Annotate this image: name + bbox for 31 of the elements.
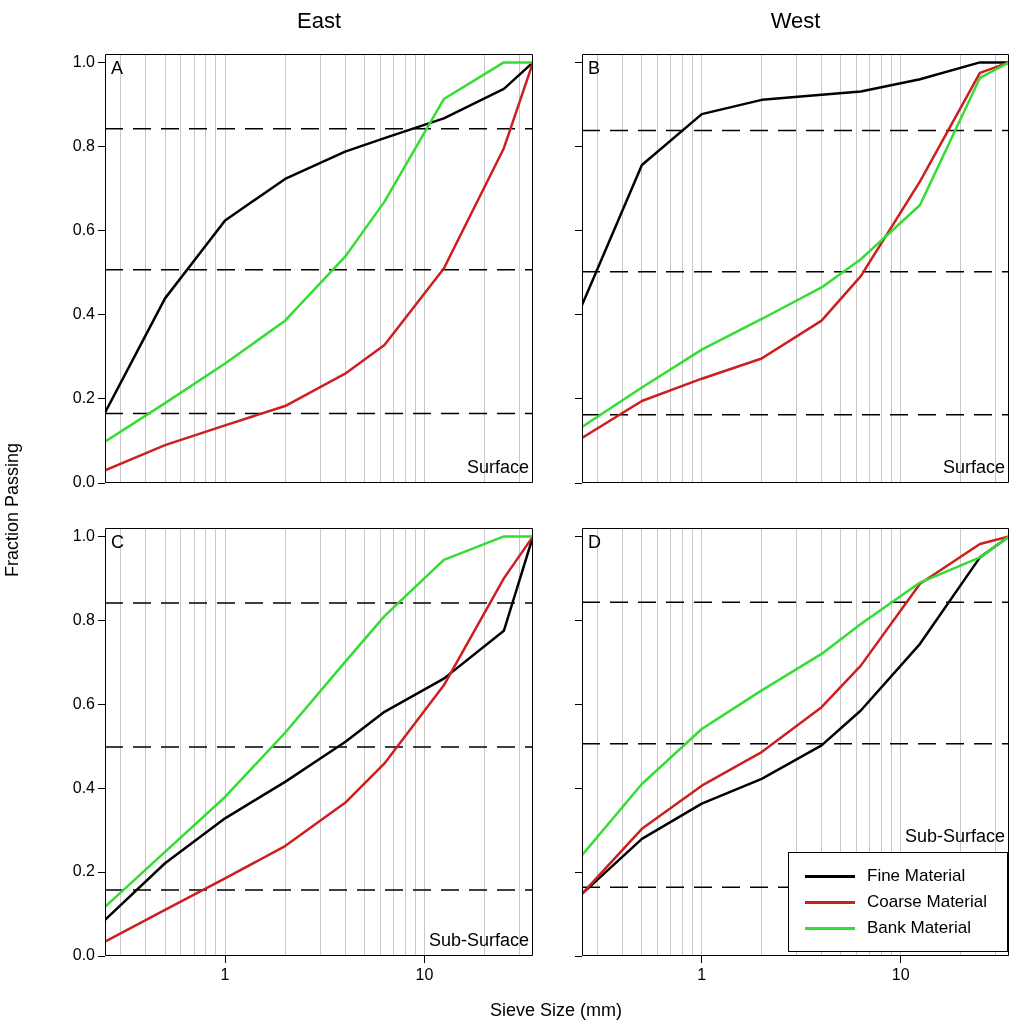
annotation: Surface: [466, 456, 529, 477]
x-axis-title: Sieve Size (mm): [489, 1000, 623, 1021]
annotation: Sub-Surface: [428, 929, 529, 950]
y-tick-label: 1.0: [72, 526, 96, 544]
y-tick-label: 0.2: [72, 389, 96, 407]
x-tick-label: 1: [697, 966, 707, 984]
annotation: Sub-Surface: [904, 825, 1005, 846]
chart-title: East: [296, 8, 342, 34]
annotation: A: [111, 57, 124, 78]
y-tick-label: 0.8: [72, 610, 96, 628]
y-tick-label: 0.0: [72, 946, 96, 964]
y-axis-title: Fraction Passing: [1, 442, 23, 578]
annotation: D: [588, 531, 601, 552]
y-tick-label: 0.0: [72, 473, 96, 491]
annotation: Surface: [942, 456, 1005, 477]
y-tick-label: 0.4: [72, 305, 96, 323]
y-tick-label: 0.4: [72, 778, 96, 796]
y-tick-label: 1.0: [72, 52, 96, 70]
x-tick-label: 1: [220, 966, 230, 984]
legend-label: Coarse Material: [867, 892, 987, 912]
y-tick-label: 0.6: [72, 694, 96, 712]
y-tick-label: 0.2: [72, 862, 96, 880]
x-tick-label: 10: [891, 966, 910, 984]
chart-title: West: [770, 8, 821, 34]
x-tick-label: 10: [415, 966, 434, 984]
y-tick-label: 0.8: [72, 136, 96, 154]
annotation: B: [588, 57, 601, 78]
legend-label: Bank Material: [867, 918, 971, 938]
annotation: C: [111, 531, 124, 552]
legend-label: Fine Material: [867, 866, 966, 886]
y-tick-label: 0.6: [72, 221, 96, 239]
